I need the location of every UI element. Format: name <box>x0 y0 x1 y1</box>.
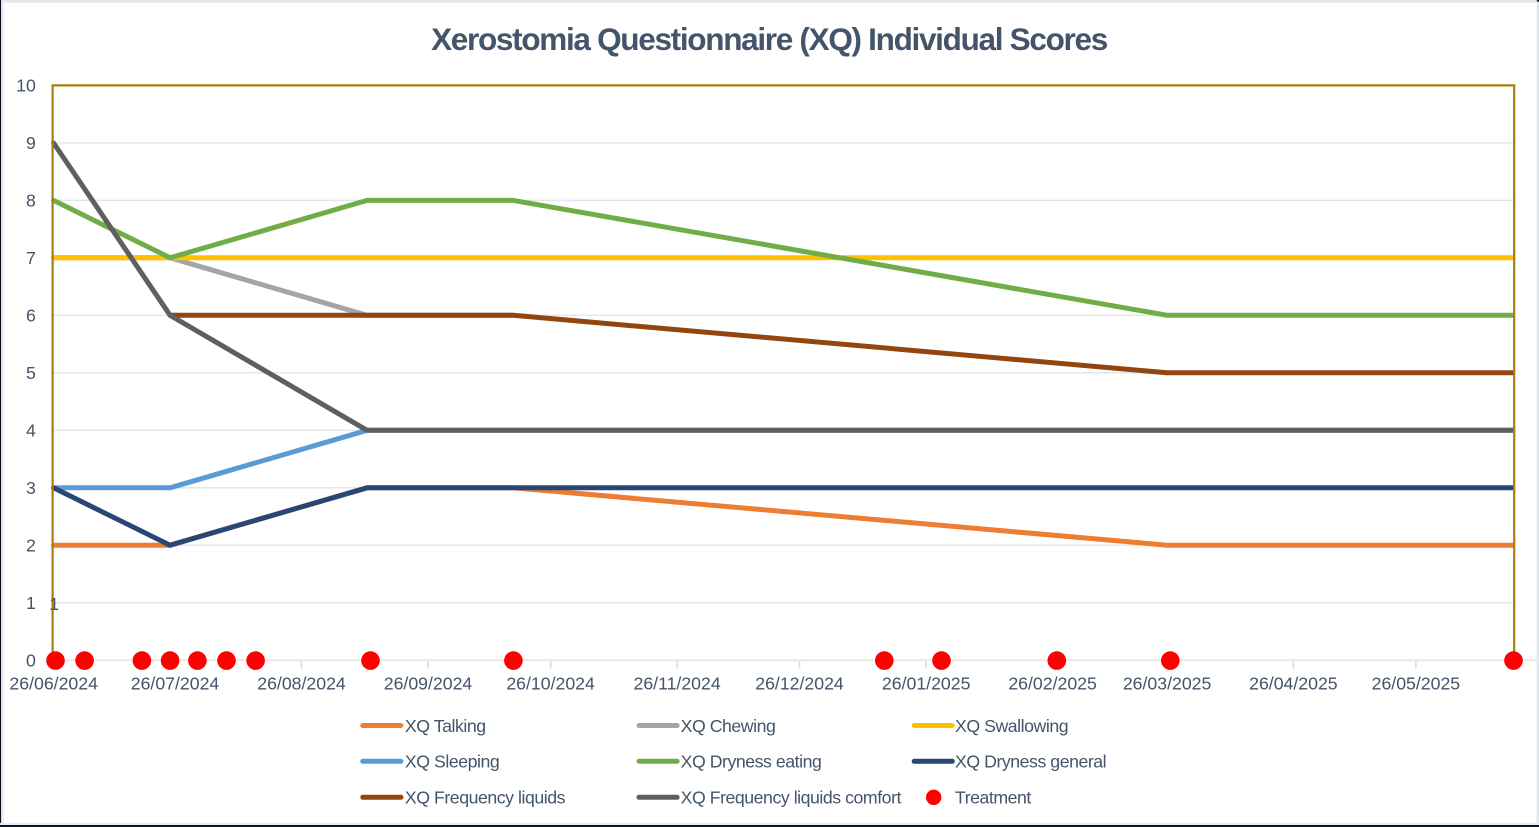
svg-text:10: 10 <box>16 76 36 96</box>
svg-text:26/10/2024: 26/10/2024 <box>506 673 595 693</box>
svg-text:4: 4 <box>26 421 36 441</box>
svg-text:XQ Dryness general: XQ Dryness general <box>955 752 1106 772</box>
svg-text:XQ Talking: XQ Talking <box>405 716 486 736</box>
svg-text:26/09/2024: 26/09/2024 <box>384 673 473 693</box>
svg-text:8: 8 <box>26 191 36 211</box>
svg-text:2: 2 <box>26 536 36 556</box>
svg-text:XQ Frequency liquids: XQ Frequency liquids <box>405 788 566 808</box>
svg-text:Xerostomia Questionnaire (XQ): Xerostomia Questionnaire (XQ) Individual… <box>431 21 1108 57</box>
svg-text:26/06/2024: 26/06/2024 <box>9 673 98 693</box>
svg-text:Treatment: Treatment <box>955 788 1031 808</box>
svg-text:26/02/2025: 26/02/2025 <box>1008 673 1097 693</box>
svg-text:6: 6 <box>26 306 36 326</box>
svg-text:0: 0 <box>26 651 36 671</box>
svg-text:26/08/2024: 26/08/2024 <box>257 673 346 693</box>
svg-text:XQ Swallowing: XQ Swallowing <box>955 716 1068 736</box>
svg-text:XQ Chewing: XQ Chewing <box>681 716 776 736</box>
svg-text:7: 7 <box>26 248 36 268</box>
svg-text:9: 9 <box>26 133 36 153</box>
svg-text:26/12/2024: 26/12/2024 <box>755 673 844 693</box>
svg-text:5: 5 <box>26 363 36 383</box>
svg-text:XQ Dryness eating: XQ Dryness eating <box>681 752 822 772</box>
svg-text:XQ Sleeping: XQ Sleeping <box>405 752 499 772</box>
svg-text:26/11/2024: 26/11/2024 <box>633 673 720 693</box>
svg-text:26/07/2024: 26/07/2024 <box>131 673 220 693</box>
svg-text:XQ Frequency liquids comfort: XQ Frequency liquids comfort <box>681 788 902 808</box>
svg-text:3: 3 <box>26 478 36 498</box>
svg-text:26/03/2025: 26/03/2025 <box>1123 673 1212 693</box>
svg-text:1: 1 <box>26 593 36 613</box>
svg-text:26/05/2025: 26/05/2025 <box>1372 673 1461 693</box>
svg-text:26/01/2025: 26/01/2025 <box>882 673 971 693</box>
svg-text:26/04/2025: 26/04/2025 <box>1249 673 1338 693</box>
svg-text:1: 1 <box>49 594 59 614</box>
